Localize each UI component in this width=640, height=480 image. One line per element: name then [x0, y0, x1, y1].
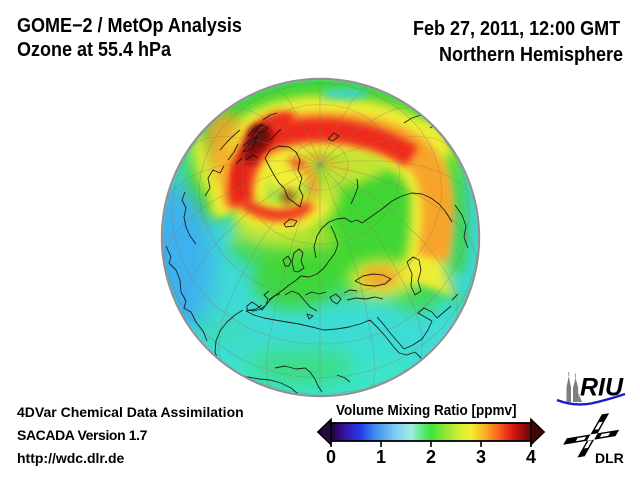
svg-text:1: 1 — [376, 447, 386, 467]
svg-text:2: 2 — [426, 447, 436, 467]
svg-text:RIU: RIU — [580, 374, 624, 402]
svg-text:3: 3 — [476, 447, 486, 467]
svg-text:0: 0 — [326, 447, 336, 467]
svg-text:4: 4 — [526, 447, 536, 467]
svg-text:DLR: DLR — [595, 450, 624, 466]
